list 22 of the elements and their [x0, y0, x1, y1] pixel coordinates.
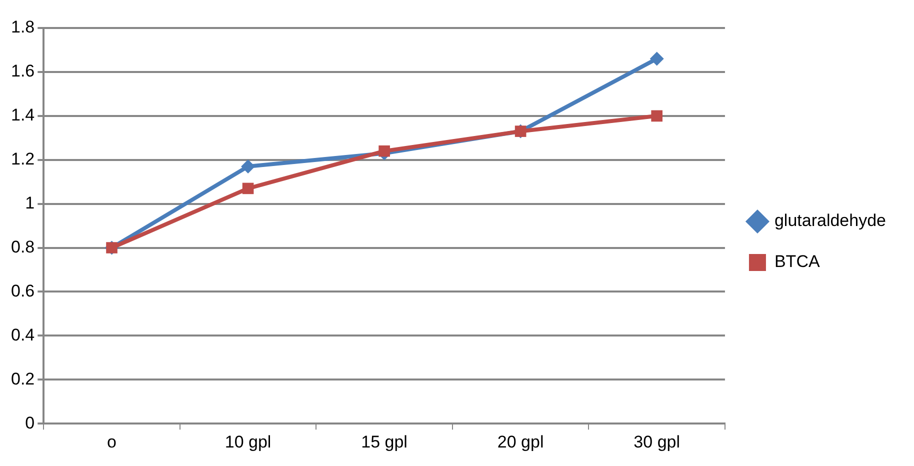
y-tick-label: 0.4	[10, 325, 35, 344]
x-tick-label: 30 gpl	[634, 432, 680, 452]
x-tick-label: 15 gpl	[361, 432, 408, 452]
y-tick-label: 0.6	[10, 281, 35, 300]
x-tick-label: o	[107, 432, 116, 452]
y-tick-label: 1.8	[10, 18, 35, 37]
y-tick-label: 1.4	[10, 106, 35, 125]
y-tick-label: 0.2	[10, 369, 35, 388]
point	[650, 52, 664, 66]
y-tick-label: 1.2	[10, 150, 35, 169]
point	[242, 182, 254, 194]
legend-label: BTCA	[774, 252, 820, 272]
y-tick-label: 1	[25, 194, 35, 213]
y-tick-label: 1.6	[10, 62, 35, 81]
x-tick-label: 20 gpl	[497, 432, 544, 452]
legend-label: glutaraldehyde	[774, 211, 886, 230]
y-tick-label: 0.8	[10, 237, 35, 256]
point	[241, 159, 256, 174]
point	[378, 145, 390, 157]
x-tick-label: 10 gpl	[224, 432, 272, 452]
point	[651, 110, 662, 122]
y-tick-label: 0	[25, 413, 35, 432]
